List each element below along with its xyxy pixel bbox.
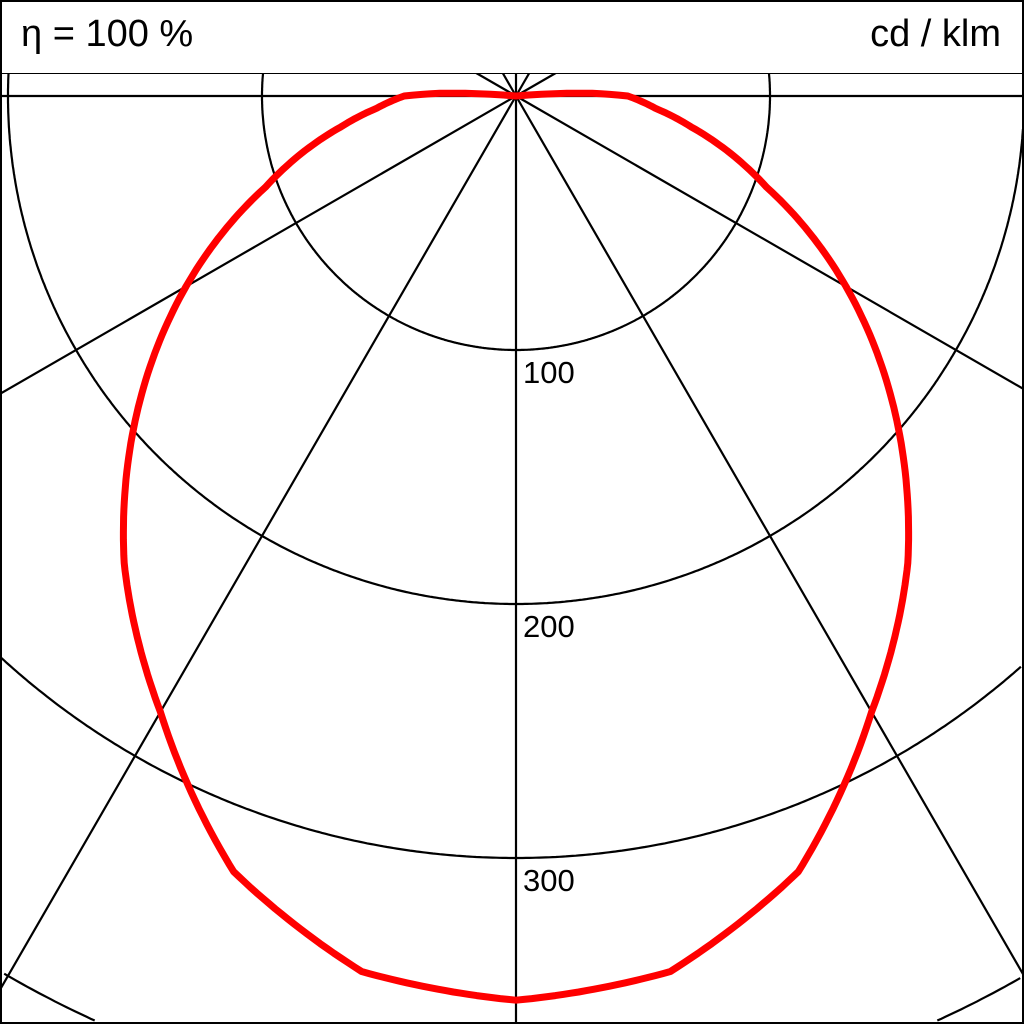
radial-tick-label: 300 — [523, 863, 575, 898]
grid-circle-100 — [260, 73, 772, 352]
grid-ray-60 — [515, 95, 1023, 390]
grid-circle-300 — [1, 656, 1022, 860]
grid-circle-200 — [6, 73, 1023, 606]
grid-ray-150 — [515, 73, 531, 97]
intensity-curve — [119, 89, 913, 1004]
efficiency-label: η = 100 % — [21, 13, 194, 55]
radial-tick-label: 200 — [523, 609, 575, 644]
unit-label: cd / klm — [870, 13, 1001, 55]
grid-ray-neg150 — [501, 73, 517, 97]
radial-tick-label: 100 — [523, 355, 575, 390]
grid-ray-neg60 — [1, 95, 517, 395]
grid-ray-30 — [515, 95, 1023, 975]
grid-circle-400 — [3, 972, 1021, 1022]
header: η = 100 % cd / klm — [0, 0, 1024, 74]
grid-ray-neg30 — [1, 95, 517, 989]
